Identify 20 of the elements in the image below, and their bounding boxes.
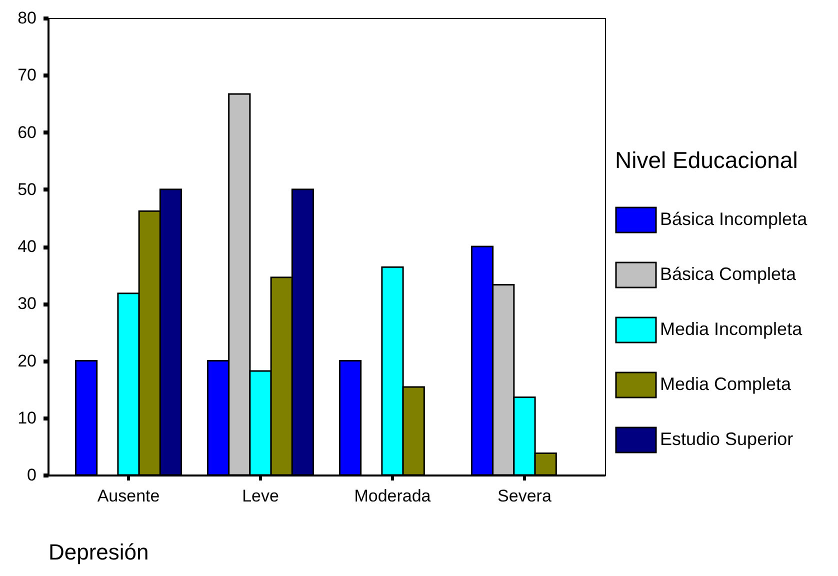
x-tick-label: Moderada xyxy=(354,486,432,506)
y-tick-label: 40 xyxy=(18,237,36,256)
y-tick-label: 80 xyxy=(18,8,36,28)
y-tick-label: 60 xyxy=(18,122,36,142)
y-tick-label: 70 xyxy=(18,66,36,85)
legend-label: Media Incompleta xyxy=(660,319,804,339)
legend-label: Básica Completa xyxy=(660,264,798,284)
y-tick-label: 50 xyxy=(18,180,36,199)
y-tick-label: 30 xyxy=(18,294,36,314)
x-tick-label: Ausente xyxy=(97,486,160,506)
x-tick-label: Leve xyxy=(242,486,279,506)
legend-label: Media Completa xyxy=(660,374,792,394)
x-axis-title: Depresión xyxy=(48,540,149,564)
y-tick-label: 20 xyxy=(18,351,36,370)
x-tick-label: Severa xyxy=(498,486,552,506)
legend-label: Estudio Superior xyxy=(660,429,794,449)
legend-title: Nivel Educacional xyxy=(615,147,798,173)
y-tick-label: 0 xyxy=(27,466,36,484)
legend-label: Básica Incompleta xyxy=(660,209,808,229)
y-tick-label: 10 xyxy=(18,408,36,428)
